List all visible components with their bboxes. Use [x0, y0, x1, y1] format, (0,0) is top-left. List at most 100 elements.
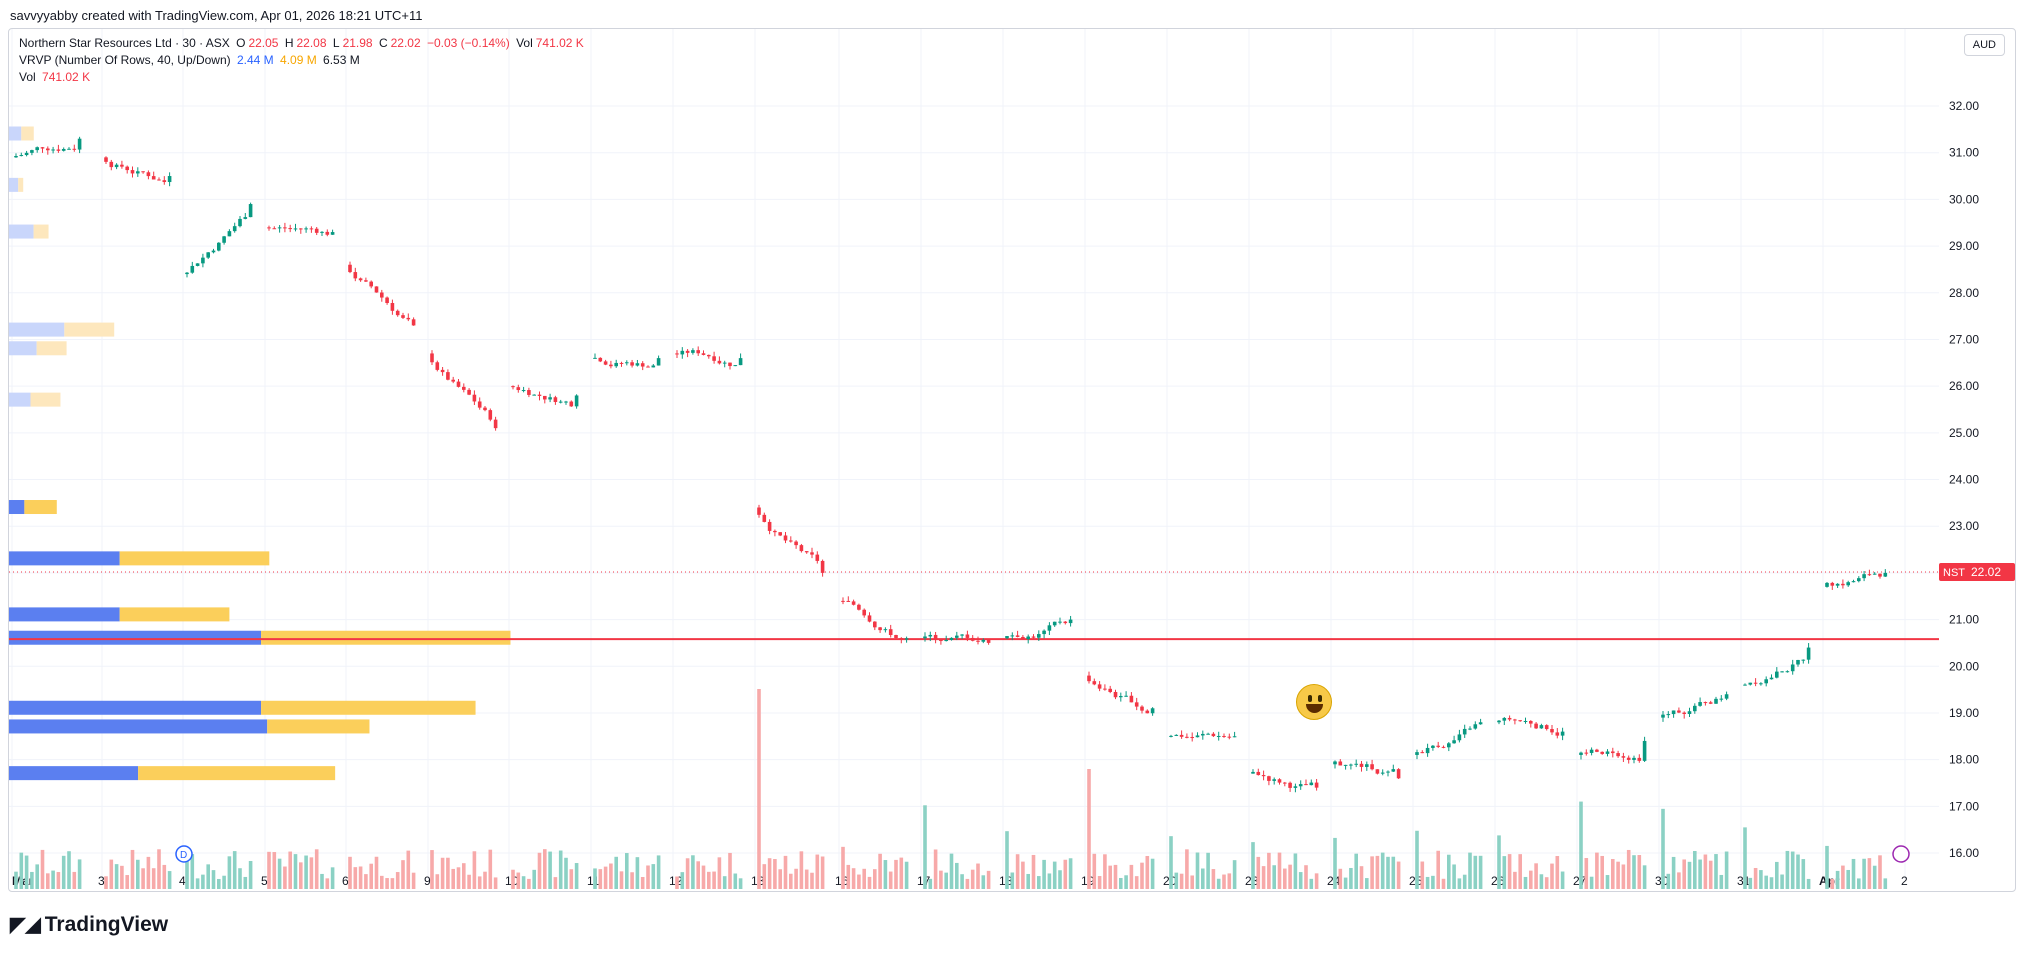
chart-frame[interactable]: 16.0017.0018.0019.0020.0021.0022.0023.00… — [8, 28, 2016, 892]
volume-bar — [227, 856, 232, 889]
candle-body — [1420, 752, 1425, 754]
volume-bar — [141, 868, 145, 889]
candle-body — [56, 149, 61, 151]
tradingview-logo-icon: ◤◢ — [10, 914, 41, 936]
currency-button[interactable]: AUD — [1963, 34, 2005, 56]
volume-bar — [1719, 874, 1724, 889]
candle-body — [1103, 688, 1107, 690]
volume-bar — [986, 870, 991, 889]
volume-bar — [804, 869, 809, 889]
volume-bar — [1420, 861, 1425, 889]
volume-bar — [151, 868, 156, 889]
volume-bar — [1179, 873, 1184, 889]
candle-body — [1589, 749, 1594, 753]
volume-bar — [1846, 869, 1850, 889]
price-tick-label: 31.00 — [1949, 146, 1979, 160]
candle-body — [928, 634, 933, 637]
candle-body — [619, 362, 624, 364]
vp-up-bar — [9, 500, 25, 515]
candle-body — [190, 265, 195, 273]
volume-bar — [283, 866, 287, 889]
volume-bar — [1391, 856, 1396, 889]
candle-body — [899, 638, 904, 640]
volume-bar — [1883, 878, 1888, 889]
volume-bar — [1261, 866, 1266, 889]
legend-vrvp: VRVP (Number Of Rows, 40, Up/Down) 2.44 … — [19, 53, 363, 67]
volume-bar — [14, 871, 18, 889]
volume-bar — [1502, 856, 1507, 889]
candle-body — [799, 545, 804, 552]
volume-bar — [462, 863, 466, 889]
candle-body — [40, 147, 45, 149]
candle-body — [1682, 712, 1686, 714]
volume-bar — [691, 855, 695, 889]
candle-body — [232, 226, 237, 232]
volume-bar — [1796, 854, 1800, 889]
volume-bar — [1790, 851, 1795, 889]
candle-body — [1097, 684, 1102, 689]
vp-up-bar — [9, 607, 120, 622]
price-chart[interactable]: 16.0017.0018.0019.0020.0021.0022.0023.00… — [9, 29, 2016, 892]
candle-body — [1201, 733, 1205, 736]
volume-bar — [1872, 865, 1877, 889]
volume-bar — [1129, 864, 1134, 889]
volume-bar — [217, 878, 221, 889]
volume-bar — [304, 855, 308, 889]
volume-bar — [1724, 851, 1729, 889]
candle-body — [1140, 706, 1144, 711]
vrvp-label[interactable]: VRVP (Number Of Rows, 40, Up/Down) — [19, 53, 231, 67]
volume-label: Vol — [516, 36, 533, 50]
candle-body — [1632, 757, 1636, 760]
volume-bar — [1134, 876, 1139, 889]
volume-bar — [707, 871, 711, 889]
candle-body — [1539, 725, 1544, 729]
volume-bar — [1518, 854, 1522, 889]
volume-bar — [851, 868, 856, 889]
candle-body — [151, 176, 156, 180]
volume-bar — [1637, 855, 1642, 889]
volume-bar — [603, 866, 608, 889]
volume-bar — [1555, 856, 1560, 889]
volume-bar — [114, 864, 119, 889]
volume-bar — [483, 871, 487, 889]
volume-bar — [933, 849, 938, 889]
candle-body — [1529, 720, 1533, 724]
candle-body — [1031, 636, 1036, 638]
volume-bar — [1026, 873, 1030, 889]
volume-bar — [120, 865, 124, 889]
candle-body — [35, 147, 39, 151]
symbol-title[interactable]: Northern Star Resources Ltd · 30 · ASX — [19, 36, 230, 50]
volume-bar — [894, 859, 898, 889]
candle-body — [521, 390, 526, 392]
volume-bar — [1769, 877, 1774, 889]
volume-indicator-value: 741.02 K — [42, 70, 91, 84]
volume-indicator-label[interactable]: Vol — [19, 70, 36, 84]
volume-bar — [923, 805, 927, 889]
volume-bar — [1309, 878, 1314, 889]
tradingview-logo[interactable]: ◤◢ TradingView — [10, 912, 168, 937]
volume-bar — [1206, 852, 1210, 889]
candle-body — [67, 148, 71, 150]
tradingview-brand-text: TradingView — [44, 912, 169, 936]
volume-bar — [1708, 860, 1713, 889]
candle-body — [472, 394, 477, 402]
candle-body — [543, 395, 547, 400]
candle-body — [767, 521, 772, 531]
candle-body — [451, 379, 455, 382]
open-label: O — [236, 36, 246, 50]
vrvp-total-value: 6.53 M — [323, 53, 360, 67]
smiley-icon[interactable] — [1296, 684, 1332, 720]
candle-body — [401, 315, 405, 318]
volume-bar — [783, 855, 788, 889]
volume-bar — [267, 851, 271, 889]
price-tick-label: 17.00 — [1949, 799, 1979, 813]
candle-body — [537, 394, 542, 396]
volume-bar — [1841, 865, 1845, 889]
candle-body — [1058, 621, 1062, 623]
candle-body — [201, 257, 205, 264]
candle-body — [222, 236, 226, 243]
volume-bar — [395, 872, 400, 889]
last-price-text: 22.02 — [1971, 565, 2001, 579]
candle-body — [309, 228, 314, 230]
volume-bar — [516, 872, 521, 889]
